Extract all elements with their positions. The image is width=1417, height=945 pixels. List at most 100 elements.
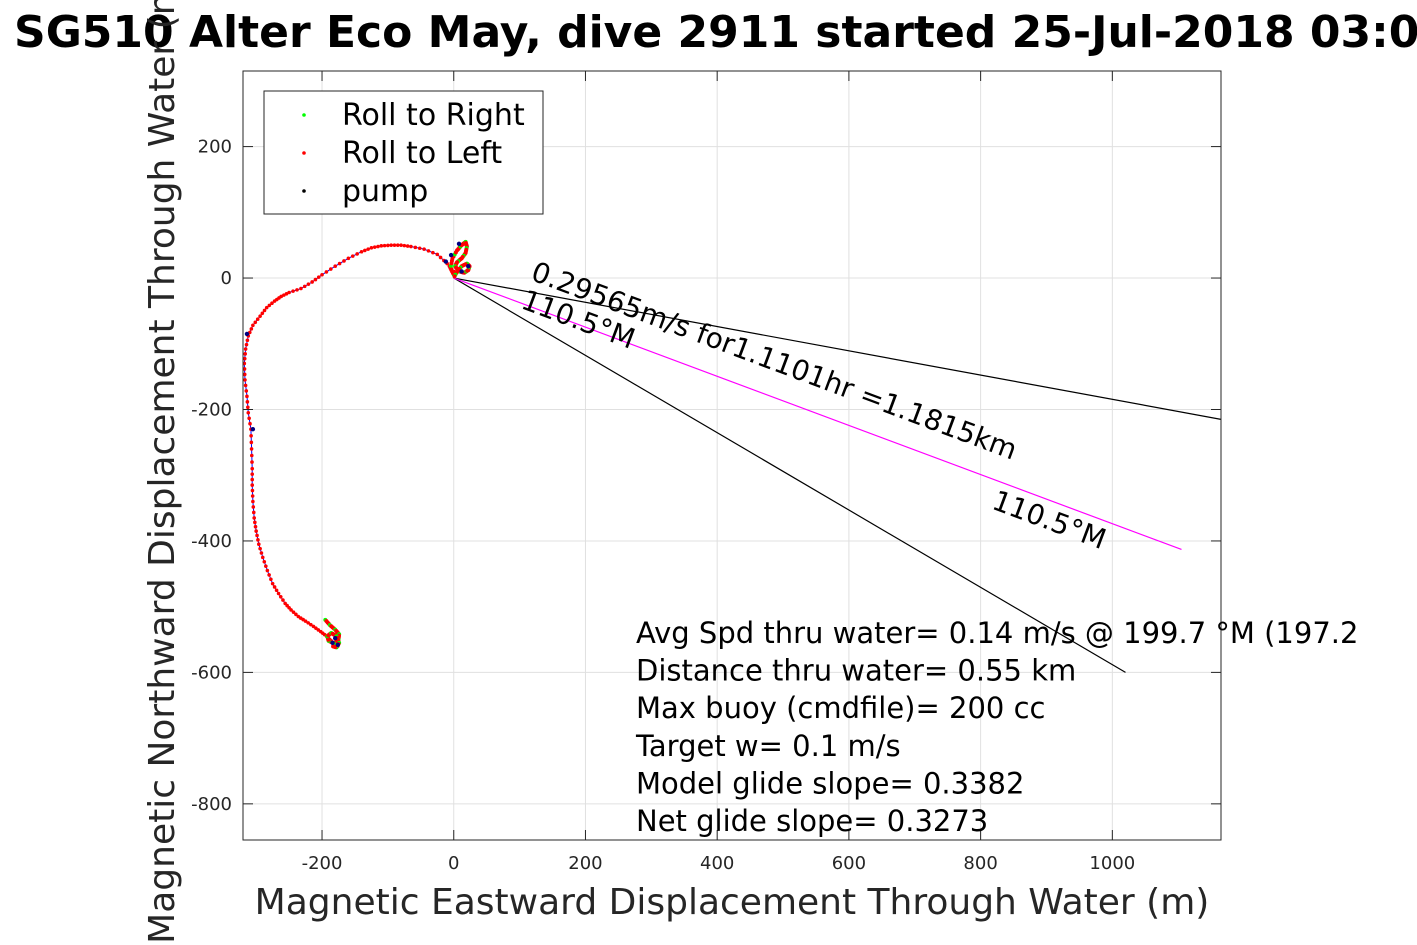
x-axis-label: Magnetic Eastward Displacement Through W…	[255, 882, 1210, 923]
roll-left-point	[245, 338, 250, 343]
stat-line: Max buoy (cmdfile)= 200 cc	[636, 691, 1045, 725]
legend-marker-roll-right	[302, 113, 306, 117]
roll-left-point	[250, 460, 254, 464]
y-tick-label: -600	[191, 662, 232, 683]
roll-left-point	[258, 546, 262, 551]
roll-left-point	[306, 282, 311, 286]
roll-left-point	[320, 272, 324, 277]
roll-left-point	[248, 421, 252, 426]
y-tick-label: 200	[198, 137, 232, 158]
roll-left-point	[264, 305, 269, 310]
roll-left-point	[359, 249, 364, 254]
roll-left-point	[247, 416, 251, 421]
roll-left-point	[366, 247, 370, 251]
pump-point	[330, 640, 335, 646]
roll-left-point	[243, 383, 248, 388]
ticks: -200 0 200 400 600 800 1000 -800 -600 -400 -200 0 20…	[191, 71, 1221, 874]
roll-left-point	[249, 327, 254, 331]
roll-left-point	[250, 477, 255, 482]
roll-left-point	[274, 588, 279, 593]
roll-left-point	[342, 259, 346, 263]
stat-line: Target w= 0.1 m/s	[635, 729, 901, 763]
roll-left-point	[250, 494, 255, 498]
roll-left-point	[278, 595, 283, 599]
plot-frame	[242, 70, 1222, 841]
grid	[243, 71, 1221, 840]
roll-left-point	[246, 410, 251, 415]
roll-left-point	[316, 275, 321, 279]
data-layer	[242, 239, 1222, 673]
roll-left-point	[405, 244, 410, 248]
roll-left-point	[255, 533, 259, 538]
stat-line: Distance thru water= 0.55 km	[636, 654, 1076, 688]
roll-left-point	[245, 400, 250, 404]
pump-point	[250, 427, 256, 432]
heading-line	[453, 277, 1126, 673]
stat-line: Model glide slope= 0.3382	[636, 766, 1024, 800]
pump-point	[466, 264, 471, 269]
roll-left-point	[291, 610, 296, 614]
x-tick-label: 200	[568, 853, 602, 874]
roll-left-point	[242, 367, 247, 371]
roll-left-point	[260, 555, 265, 560]
roll-left-point	[295, 288, 299, 292]
roll-left-point	[302, 284, 307, 289]
roll-left-point	[250, 472, 255, 476]
roll-left-point	[242, 356, 247, 361]
roll-left-point	[276, 591, 281, 596]
stat-line: Avg Spd thru water= 0.14 m/s @ 199.7 °M …	[636, 616, 1358, 650]
roll-left-point	[306, 621, 311, 625]
legend-marker-pump	[302, 189, 306, 193]
roll-left-point	[267, 303, 272, 308]
roll-left-point	[269, 577, 273, 582]
roll-left-point	[303, 619, 308, 623]
roll-left-point	[438, 255, 443, 260]
x-tick-label: 600	[832, 853, 866, 874]
roll-left-point	[355, 252, 359, 256]
roll-left-point	[452, 274, 457, 279]
pump-point	[443, 259, 449, 264]
roll-left-point	[281, 598, 285, 602]
roll-left-point	[255, 317, 260, 322]
y-tick-label: -200	[191, 399, 232, 420]
roll-left-point	[260, 311, 265, 316]
roll-left-point	[350, 254, 355, 258]
roll-left-point	[426, 249, 431, 253]
roll-left-point	[253, 524, 258, 529]
roll-left-point	[244, 342, 249, 347]
roll-left-point	[244, 389, 249, 393]
roll-left-point	[251, 505, 256, 509]
roll-left-point	[243, 347, 248, 351]
roll-left-point	[257, 542, 261, 547]
roll-left-point	[395, 243, 400, 247]
roll-left-point	[329, 267, 333, 271]
roll-left-point	[250, 483, 255, 487]
roll-left-point	[270, 581, 275, 586]
roll-left-point	[392, 243, 397, 247]
roll-left-point	[291, 289, 295, 293]
pump-point	[456, 241, 462, 247]
roll-left-point	[346, 256, 351, 261]
roll-left-point	[253, 520, 257, 525]
roll-left-point	[386, 243, 390, 248]
roll-left-point	[402, 243, 407, 248]
legend-marker-roll-left	[302, 151, 306, 155]
roll-left-point	[289, 608, 293, 612]
roll-left-point	[249, 433, 253, 438]
x-tick-label: 1000	[1089, 853, 1135, 874]
roll-left-point	[243, 352, 247, 356]
roll-left-point	[331, 644, 336, 649]
y-tick-label: 0	[221, 268, 232, 289]
pump-point	[333, 636, 338, 641]
legend-label-roll-right: Roll to Right	[342, 98, 525, 133]
roll-left-point	[272, 299, 277, 303]
roll-left-point	[262, 559, 267, 564]
x-tick-label: -200	[302, 853, 343, 874]
roll-left-point	[379, 244, 384, 248]
y-tick-label: -800	[191, 794, 232, 815]
heading-line	[453, 277, 1222, 420]
legend-label-pump: pump	[342, 174, 428, 209]
roll-left-point	[264, 564, 268, 568]
roll-left-point	[272, 585, 277, 589]
roll-left-point	[417, 246, 422, 251]
